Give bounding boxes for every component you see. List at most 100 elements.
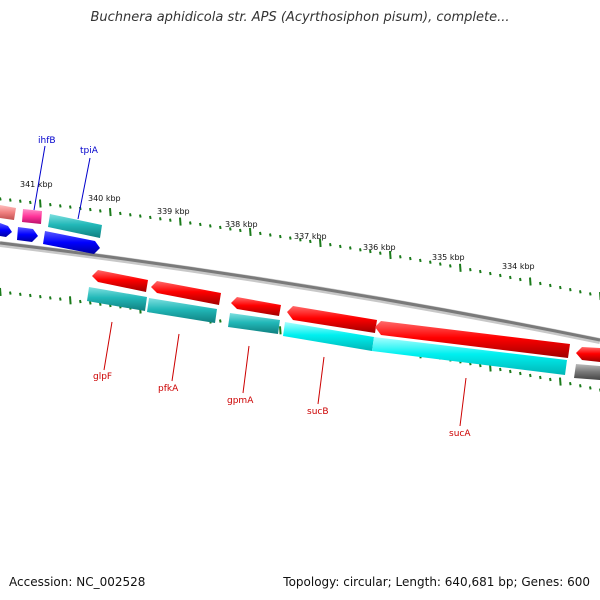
scale-tick-major <box>559 377 562 386</box>
scale-tick-major <box>529 277 532 286</box>
footer-accession: Accession: NC_002528 <box>9 575 146 589</box>
footer-stats: Topology: circular; Length: 640,681 bp; … <box>283 575 590 589</box>
scale-tick-minor <box>119 211 122 216</box>
scale-tick-minor <box>509 369 512 374</box>
scale-tick-major <box>39 199 42 208</box>
misc-feature-ihfB <box>22 209 42 224</box>
tick-label-335: 335 kbp <box>432 253 465 262</box>
scale-tick-minor <box>529 373 532 378</box>
orf-reverse-sucB <box>283 322 374 351</box>
tick-label-334: 334 kbp <box>502 262 535 271</box>
cds-forward-arrow <box>0 223 12 237</box>
scale-tick-minor <box>539 281 542 286</box>
scale-tick-minor <box>69 205 72 209</box>
scale-tick-minor <box>349 246 352 250</box>
scale-tick-minor <box>499 367 502 372</box>
scale-tick-minor <box>479 269 482 274</box>
misc-feature-salmon <box>0 205 16 220</box>
scale-tick-minor <box>329 243 332 247</box>
scale-tick-minor <box>519 277 522 282</box>
orf-reverse-gpmA <box>228 313 280 334</box>
tick-label-341: 341 kbp <box>20 180 53 189</box>
tick-row-upper <box>0 197 600 301</box>
scale-tick-minor <box>429 260 432 264</box>
scale-tick-minor <box>0 197 2 201</box>
scale-tick-minor <box>189 221 192 225</box>
scale-tick-minor <box>509 275 512 280</box>
scale-tick-minor <box>29 200 32 205</box>
scale-tick-minor <box>499 273 502 278</box>
scale-tick-minor <box>409 256 412 261</box>
cds-reverse-sucB <box>287 306 377 333</box>
orf-reverse-pfkA <box>147 298 217 323</box>
tick-label-336: 336 kbp <box>363 243 396 252</box>
tick-label-337: 337 kbp <box>294 232 327 241</box>
scale-tick-major <box>69 296 72 305</box>
scale-tick-minor <box>289 236 292 240</box>
scale-tick-minor <box>9 291 12 295</box>
scale-tick-minor <box>9 198 12 202</box>
scale-tick-major <box>389 250 392 260</box>
leader-gpmA <box>242 345 250 394</box>
tick-label-340: 340 kbp <box>88 194 121 203</box>
scale-tick-minor <box>59 297 62 301</box>
scale-tick-minor <box>129 213 132 217</box>
scale-tick-minor <box>559 285 562 290</box>
scale-tick-minor <box>209 224 212 228</box>
gene-label-sucA: sucA <box>449 429 471 439</box>
cds-reverse-sucA <box>375 321 570 358</box>
leader-sucB <box>317 356 325 405</box>
scale-tick-minor <box>19 292 22 296</box>
scale-tick-minor <box>79 299 82 304</box>
scale-tick-minor <box>309 239 312 244</box>
scale-tick-minor <box>49 203 52 207</box>
leader-tpiA <box>77 157 91 220</box>
scale-tick-minor <box>419 258 422 263</box>
orf-reverse-next <box>574 364 600 380</box>
scale-tick-major <box>109 208 112 217</box>
scale-tick-minor <box>479 363 482 368</box>
map-title: Buchnera aphidicola str. APS (Acyrthosip… <box>90 10 510 25</box>
scale-tick-minor <box>49 296 52 300</box>
scale-tick-major <box>319 238 322 248</box>
scale-tick-minor <box>159 217 162 221</box>
scale-tick-minor <box>549 377 552 382</box>
scale-tick-minor <box>579 290 582 294</box>
scale-tick-minor <box>489 271 492 276</box>
scale-tick-minor <box>589 386 592 390</box>
scale-tick-major <box>279 326 282 335</box>
scale-tick-major <box>0 287 2 297</box>
leader-pfkA <box>171 333 180 382</box>
scale-tick-minor <box>149 215 152 220</box>
scale-tick-major <box>179 217 182 226</box>
cds-reverse-pfkA <box>151 281 221 305</box>
scale-tick-minor <box>29 293 32 298</box>
gene-label-ihfB: ihfB <box>38 136 56 146</box>
scale-tick-minor <box>99 209 102 213</box>
scale-tick-minor <box>219 319 222 323</box>
scale-tick-minor <box>399 255 402 259</box>
scale-labels: 341 kbp 340 kbp 339 kbp 338 kbp 337 kbp … <box>20 180 535 271</box>
scale-tick-minor <box>139 214 142 218</box>
backbone-core <box>0 241 600 342</box>
scale-tick-minor <box>89 207 92 212</box>
scale-tick-minor <box>539 375 542 380</box>
cds-forward-ihfB <box>17 227 38 242</box>
scale-tick-minor <box>439 262 442 266</box>
orf-feature-tpiA <box>48 214 102 238</box>
scale-tick-minor <box>469 268 472 272</box>
scale-tick-minor <box>359 248 362 252</box>
orf-reverse-glpF <box>87 287 147 311</box>
scale-tick-minor <box>19 199 22 203</box>
scale-tick-minor <box>89 301 92 305</box>
scale-tick-minor <box>279 234 282 239</box>
scale-tick-major <box>249 227 252 236</box>
gene-label-sucB: sucB <box>307 407 329 417</box>
scale-tick-minor <box>229 227 232 231</box>
orf-reverse-sucA <box>372 337 567 375</box>
scale-tick-minor <box>569 382 572 386</box>
tick-label-339: 339 kbp <box>157 207 190 216</box>
scale-tick-minor <box>519 371 522 376</box>
scale-tick-minor <box>169 218 172 222</box>
scale-tick-minor <box>259 231 262 236</box>
